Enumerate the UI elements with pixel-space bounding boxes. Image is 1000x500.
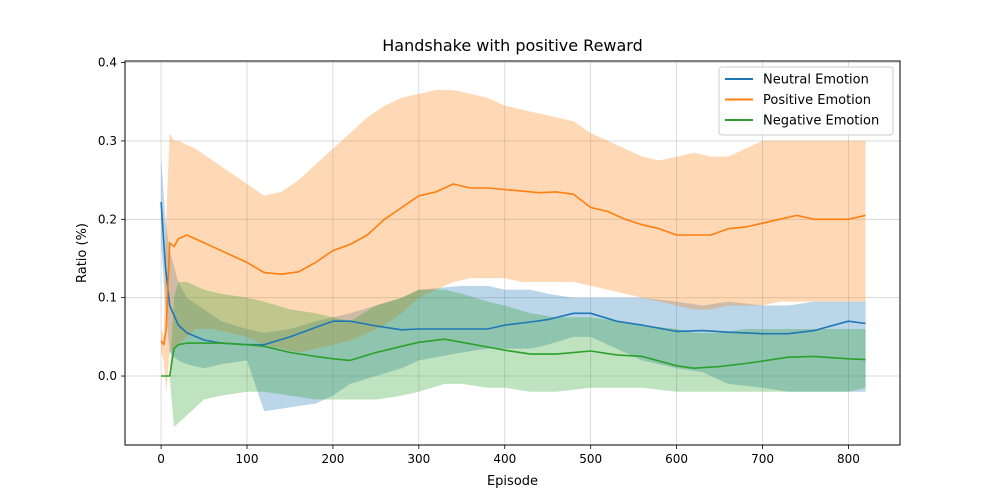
y-tick-label: 0.2 <box>98 212 117 226</box>
x-tick-label: 500 <box>579 452 602 466</box>
x-tick-label: 400 <box>493 452 516 466</box>
y-tick-label: 0.1 <box>98 291 117 305</box>
x-tick-label: 100 <box>236 452 259 466</box>
legend: Neutral Emotion Positive Emotion Negative … <box>718 66 894 136</box>
legend-label-2: Negative Emotion <box>763 114 879 129</box>
series-line-2 <box>161 338 866 377</box>
legend-label-0: Neutral Emotion <box>763 73 869 88</box>
x-axis-label: Episode <box>487 474 538 489</box>
x-tick-label: 300 <box>407 452 430 466</box>
legend-label-1: Positive Emotion <box>763 93 871 108</box>
chart-title: Handshake with positive Reward <box>382 36 643 55</box>
y-tick-label: 0.0 <box>98 369 117 383</box>
confidence-bands <box>161 90 866 427</box>
band-2 <box>161 282 866 427</box>
series-line-1 <box>160 183 866 346</box>
band-0 <box>161 156 866 412</box>
band-1 <box>161 90 866 392</box>
y-axis-label: Ratio (%) <box>75 223 90 283</box>
x-tick-label: 700 <box>751 452 774 466</box>
x-tick-label: 200 <box>321 452 344 466</box>
x-tick-label: 0 <box>157 452 165 466</box>
y-tick-label: 0.4 <box>98 56 117 70</box>
series-lines <box>160 183 866 377</box>
series-line-0 <box>160 202 866 346</box>
y-axis-ticks: 0.0 0.1 0.2 0.3 0.4 <box>98 56 125 383</box>
y-tick-label: 0.3 <box>98 134 117 148</box>
plot-frame <box>124 60 901 446</box>
x-tick-label: 800 <box>837 452 860 466</box>
x-tick-label: 600 <box>665 452 688 466</box>
legend-box <box>718 66 894 136</box>
x-axis-ticks: 0 100 200 300 400 500 600 700 800 <box>157 445 860 466</box>
